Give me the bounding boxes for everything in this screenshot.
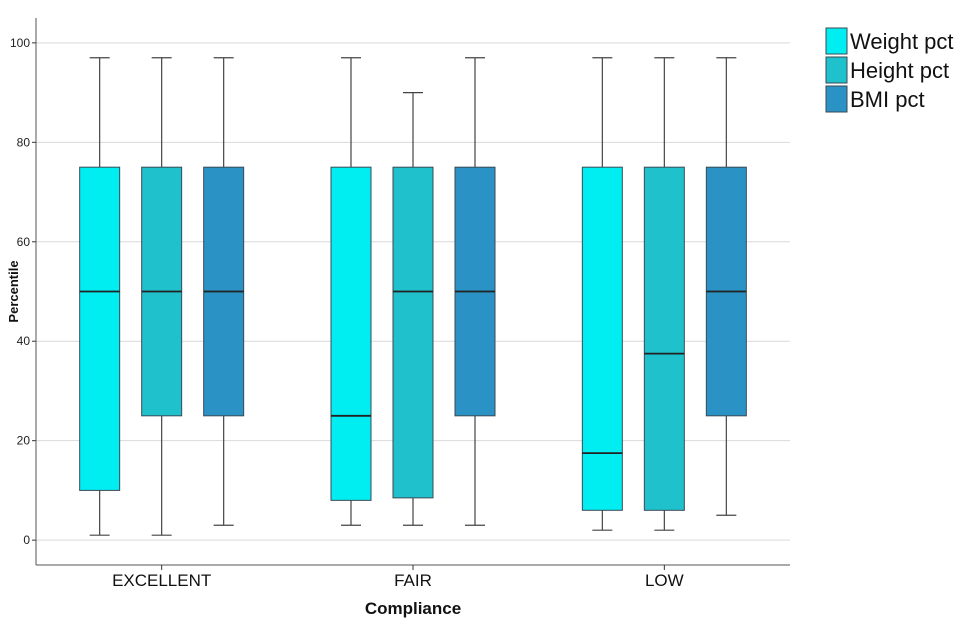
legend-label: BMI pct	[850, 87, 925, 112]
box-iqr	[581, 166, 623, 511]
box-height-pct	[643, 57, 685, 531]
x-category-label: EXCELLENT	[112, 571, 211, 590]
legend-label: Height pct	[850, 58, 949, 83]
legend-swatch	[825, 85, 848, 113]
legend: Weight pct Height pct BMI pct	[825, 27, 954, 113]
box-iqr	[330, 166, 372, 501]
legend-swatch	[825, 27, 848, 55]
axes	[35, 18, 790, 570]
y-tick-label: 0	[23, 533, 30, 547]
legend-swatch	[825, 56, 848, 84]
x-categories: EXCELLENT FAIR LOW	[112, 571, 684, 590]
y-tick-label: 100	[10, 36, 30, 50]
box-bmi-pct	[705, 57, 747, 516]
box-iqr	[392, 166, 434, 499]
x-axis-title: Compliance	[365, 599, 461, 618]
box-weight-pct	[79, 57, 121, 536]
box-weight-pct	[581, 57, 623, 531]
y-axis-title: Percentile	[6, 260, 21, 322]
y-tick-label: 80	[17, 135, 31, 149]
legend-label: Weight pct	[850, 29, 954, 54]
y-ticks: 0 20 40 60 80 100	[10, 36, 36, 547]
y-tick-label: 60	[17, 235, 31, 249]
box-bmi-pct	[203, 57, 245, 526]
x-category-label: FAIR	[394, 571, 432, 590]
y-tick-label: 40	[17, 334, 31, 348]
box-bmi-pct	[454, 57, 496, 526]
box-iqr	[79, 166, 121, 491]
box-height-pct	[141, 57, 183, 536]
y-tick-label: 20	[17, 434, 31, 448]
box-iqr	[643, 166, 685, 511]
box-series	[79, 57, 747, 536]
x-category-label: LOW	[645, 571, 684, 590]
box-height-pct	[392, 91, 434, 526]
box-weight-pct	[330, 57, 372, 526]
